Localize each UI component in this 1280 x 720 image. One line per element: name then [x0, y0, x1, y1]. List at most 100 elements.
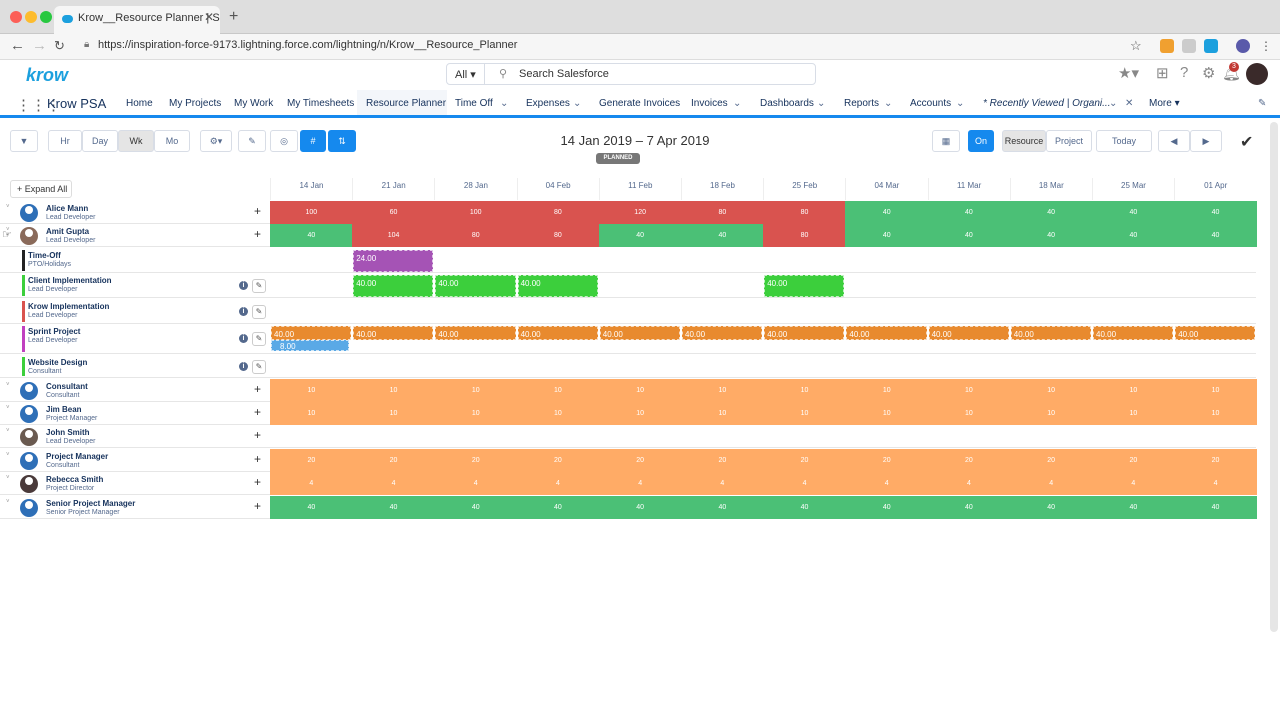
reload-icon[interactable]: ↻ — [54, 38, 65, 53]
project-name[interactable]: Krow Implementation — [28, 302, 110, 311]
project-name[interactable]: Website Design — [28, 358, 88, 367]
nav-resource-planner[interactable]: Resource Planner — [366, 98, 447, 109]
hours-cell[interactable]: 10 — [763, 379, 846, 402]
allocation-block[interactable]: 40.00 — [435, 326, 516, 340]
on-toggle-button[interactable]: On — [968, 130, 994, 152]
hours-cell[interactable]: 120 — [598, 201, 682, 224]
search-input[interactable]: Search Salesforce — [519, 68, 609, 80]
hours-cell[interactable]: 4 — [1009, 472, 1093, 495]
hours-cell[interactable]: 10 — [1174, 402, 1257, 425]
hours-cell[interactable]: 20 — [1092, 449, 1175, 472]
resource-view-button[interactable]: Resource — [1002, 130, 1046, 152]
hours-cell[interactable]: 10 — [352, 402, 435, 425]
hours-cell[interactable]: 60 — [352, 201, 435, 224]
hours-cell[interactable]: 40 — [845, 496, 929, 519]
nav-my-projects[interactable]: My Projects — [169, 98, 222, 109]
hours-cell[interactable]: 10 — [927, 379, 1011, 402]
chevron-down-icon[interactable]: ⌄ — [573, 98, 582, 109]
save-check-icon[interactable]: ✔ — [1240, 134, 1254, 151]
month-view-button[interactable]: Mo — [154, 130, 190, 152]
info-icon[interactable]: i — [239, 362, 248, 371]
hours-cell[interactable]: 10 — [434, 402, 518, 425]
resource-name[interactable]: Jim Bean — [46, 405, 82, 414]
hours-cell[interactable]: 40 — [516, 496, 600, 519]
hours-cell[interactable]: 20 — [927, 449, 1011, 472]
vertical-scrollbar[interactable] — [1270, 122, 1278, 632]
krow-logo[interactable]: krow — [26, 65, 69, 85]
hours-cell[interactable]: 100 — [434, 201, 518, 224]
user-avatar[interactable] — [1246, 63, 1268, 85]
nav-more[interactable]: More ▾ — [1149, 98, 1180, 109]
nav-time-off[interactable]: Time Off — [455, 98, 493, 109]
gear-icon[interactable]: ⚙ — [1202, 65, 1216, 82]
week-view-button[interactable]: Wk — [118, 130, 154, 152]
collapse-caret-icon[interactable]: ˅ — [6, 405, 10, 411]
allocation-block[interactable]: 8.00 — [271, 340, 350, 351]
salesforce-extension-icon[interactable] — [1204, 39, 1218, 53]
hours-cell[interactable]: 100 — [270, 201, 353, 224]
resource-name[interactable]: Consultant — [46, 382, 88, 391]
allocation-block[interactable]: 40.00 — [764, 275, 845, 297]
hours-cell[interactable]: 10 — [598, 379, 682, 402]
add-assignment-icon[interactable]: + — [254, 382, 262, 396]
filter-icon[interactable]: ▼ — [10, 130, 38, 152]
hours-cell[interactable]: 10 — [1009, 379, 1093, 402]
help-icon[interactable]: ? — [1180, 64, 1189, 81]
hours-cell[interactable]: 4 — [516, 472, 600, 495]
search-scope-select[interactable]: All ▾ — [447, 64, 485, 84]
allocation-block[interactable]: 40.00 — [271, 326, 352, 340]
edit-pencil-icon[interactable]: ✎ — [252, 360, 266, 374]
hours-cell[interactable]: 80 — [516, 224, 600, 247]
collapse-caret-icon[interactable]: ˅ — [6, 475, 10, 481]
hours-cell[interactable]: 4 — [270, 472, 353, 495]
nav-reports[interactable]: Reports — [844, 98, 880, 109]
hours-cell[interactable]: 40 — [1174, 201, 1257, 224]
hours-cell[interactable]: 10 — [681, 402, 764, 425]
hours-cell[interactable]: 20 — [845, 449, 929, 472]
nav-generate-invoices[interactable]: Generate Invoices — [599, 98, 681, 109]
hours-cell[interactable]: 40 — [927, 201, 1011, 224]
project-view-button[interactable]: Project — [1046, 130, 1092, 152]
hours-cell[interactable]: 10 — [516, 402, 600, 425]
edit-pencil-icon[interactable]: ✎ — [238, 130, 266, 152]
expand-all-button[interactable]: + Expand All — [10, 180, 72, 198]
hours-cell[interactable]: 20 — [1174, 449, 1257, 472]
hours-cell[interactable]: 20 — [1009, 449, 1093, 472]
edit-pencil-icon[interactable]: ✎ — [252, 279, 266, 293]
hours-cell[interactable]: 4 — [763, 472, 846, 495]
hours-cell[interactable]: 4 — [681, 472, 764, 495]
hours-cell[interactable]: 10 — [1009, 402, 1093, 425]
extension-icon[interactable] — [1160, 39, 1174, 53]
collapse-caret-icon[interactable]: ˅ — [6, 382, 10, 388]
extension-icon[interactable] — [1182, 39, 1196, 53]
hours-cell[interactable]: 40 — [434, 496, 518, 519]
hours-cell[interactable]: 40 — [352, 496, 435, 519]
calendar-icon[interactable]: ▦ — [932, 130, 960, 152]
hours-cell[interactable]: 80 — [434, 224, 518, 247]
hours-cell[interactable]: 40 — [1092, 224, 1175, 247]
allocation-block[interactable]: 40.00 — [599, 326, 680, 340]
url-text[interactable]: https://inspiration-force-9173.lightning… — [98, 39, 518, 51]
nav-accounts[interactable]: Accounts — [910, 98, 952, 109]
chevron-down-icon[interactable]: ⌄ — [817, 98, 826, 109]
hours-cell[interactable]: 20 — [516, 449, 600, 472]
hour-view-button[interactable]: Hr — [48, 130, 82, 152]
collapse-caret-icon[interactable]: ˅ — [6, 499, 10, 505]
edit-pencil-icon[interactable]: ✎ — [252, 305, 266, 319]
allocation-block[interactable]: 40.00 — [1010, 326, 1091, 340]
allocation-block[interactable]: 40.00 — [435, 275, 516, 297]
hours-cell[interactable]: 40 — [1009, 496, 1093, 519]
hash-toggle-button[interactable]: # — [300, 130, 326, 152]
hours-cell[interactable]: 20 — [681, 449, 764, 472]
resource-name[interactable]: Project Manager — [46, 452, 109, 461]
info-icon[interactable]: i — [239, 281, 248, 290]
favorites-star-icon[interactable]: ★▾ — [1118, 65, 1139, 82]
close-window-button[interactable] — [10, 11, 22, 23]
allocation-block[interactable]: 40.00 — [353, 326, 434, 340]
hours-cell[interactable]: 40 — [927, 496, 1011, 519]
hours-cell[interactable]: 80 — [763, 201, 846, 224]
allocation-block[interactable]: 40.00 — [928, 326, 1009, 340]
hours-cell[interactable]: 40 — [1092, 201, 1175, 224]
hours-cell[interactable]: 20 — [270, 449, 353, 472]
hours-cell[interactable]: 40 — [1174, 224, 1257, 247]
